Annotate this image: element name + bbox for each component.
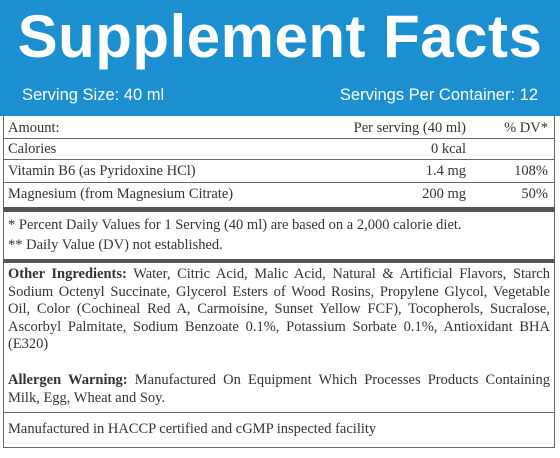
other-ingredients-text: Water, Citric Acid, Malic Acid, Natural … <box>8 266 550 352</box>
divider <box>3 138 555 139</box>
column-header: % DV* <box>504 120 548 136</box>
nutrient-dv: 108% <box>514 163 548 179</box>
column-header: Amount: <box>8 120 60 136</box>
servings-per-container: Servings Per Container: 12 <box>339 86 538 104</box>
other-ingredients-label: Other Ingredients: <box>8 266 127 282</box>
table-row: Magnesium (from Magnesium Citrate) 200 m… <box>8 184 550 204</box>
thick-divider <box>3 207 555 212</box>
divider <box>3 182 555 183</box>
serving-size: Serving Size: 40 ml <box>22 86 165 104</box>
footnote: * Percent Daily Values for 1 Serving (40… <box>8 217 462 233</box>
nutrient-amount: 0 kcal <box>430 141 466 157</box>
title: Supplement Facts <box>17 3 543 70</box>
table-row: Calories 0 kcal <box>8 139 550 159</box>
nutrient-name: Magnesium (from Magnesium Citrate) <box>8 186 234 202</box>
allergen-warning-text: Manufactured On Equipment Which Processe… <box>8 372 550 406</box>
nutrient-name: Vitamin B6 (as Pyridoxine HCl) <box>8 163 196 179</box>
column-header: Per serving (40 ml) <box>353 120 466 136</box>
header <box>0 0 560 116</box>
footnote: ** Daily Value (DV) not established. <box>8 237 223 253</box>
manufacturing: Manufactured in HACCP certified and cGMP… <box>8 421 377 437</box>
divider <box>3 159 555 160</box>
allergen-warning-label: Allergen Warning: <box>8 372 128 388</box>
allergen-warning: Allergen Warning: Manufactured On Equipm… <box>8 372 550 407</box>
nutrient-name: Calories <box>8 141 57 157</box>
nutrient-amount: 1.4 mg <box>425 163 466 179</box>
table-row: Vitamin B6 (as Pyridoxine HCl) 1.4 mg 10… <box>8 161 550 181</box>
other-ingredients: Other Ingredients: Water, Citric Acid, M… <box>8 266 550 354</box>
thick-divider <box>3 259 555 263</box>
divider <box>3 412 555 413</box>
table-header: Amount: Per serving (40 ml) % DV* <box>8 118 550 138</box>
label-border <box>3 116 555 448</box>
nutrient-dv: 50% <box>521 186 548 202</box>
footnotes: * Percent Daily Values for 1 Serving (40… <box>8 215 550 255</box>
nutrient-amount: 200 mg <box>422 186 466 202</box>
